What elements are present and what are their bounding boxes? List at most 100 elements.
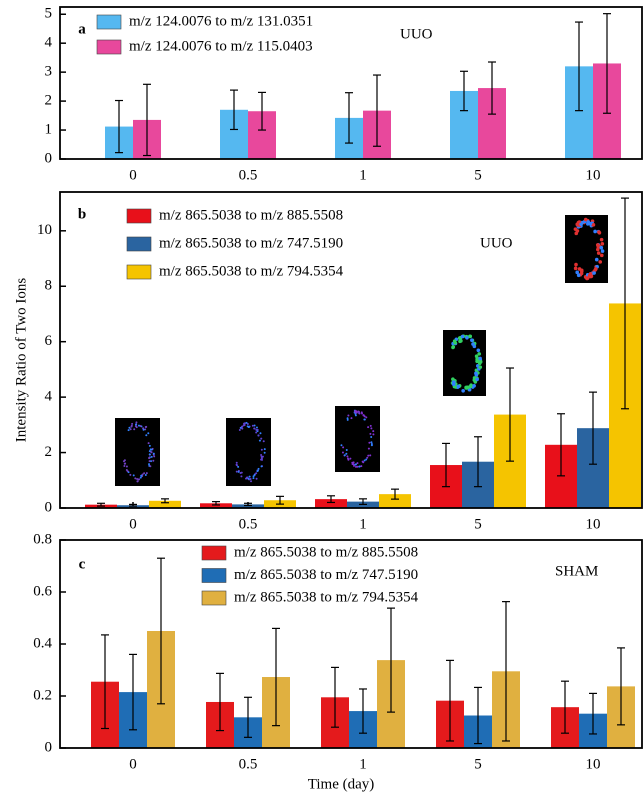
inset-pixel bbox=[153, 453, 155, 455]
inset-pixel bbox=[250, 478, 252, 480]
inset-pixel bbox=[145, 474, 147, 476]
inset-pixel bbox=[579, 222, 583, 226]
legend-swatch bbox=[202, 569, 226, 583]
annotation: UUO bbox=[480, 235, 513, 251]
inset-pixel bbox=[478, 357, 482, 361]
inset-pixel bbox=[259, 440, 261, 442]
inset-pixel bbox=[347, 419, 349, 421]
inset-pixel bbox=[236, 471, 238, 473]
inset-pixel bbox=[574, 267, 578, 271]
inset-pixel bbox=[135, 423, 137, 425]
inset-pixel bbox=[368, 442, 370, 444]
legend-swatch bbox=[127, 265, 151, 279]
inset-pixel bbox=[150, 451, 152, 453]
inset-pixel bbox=[128, 427, 130, 429]
inset-pixel bbox=[143, 429, 145, 431]
inset-pixel bbox=[456, 385, 460, 389]
y-tick-label: 0.6 bbox=[33, 583, 52, 599]
inset-pixel bbox=[264, 452, 266, 454]
x-tick-label: 0 bbox=[129, 167, 137, 183]
y-tick-label: 5 bbox=[45, 6, 53, 22]
inset-pixel bbox=[255, 431, 257, 433]
inset-pixel bbox=[369, 433, 371, 435]
y-tick-label: 1 bbox=[45, 121, 53, 137]
inset-pixel bbox=[136, 426, 138, 428]
inset-pixel bbox=[577, 274, 581, 278]
inset-pixel bbox=[340, 444, 342, 446]
legend-swatch bbox=[127, 237, 151, 251]
inset-pixel bbox=[592, 271, 596, 275]
inset-pixel bbox=[593, 230, 597, 234]
legend-label: m/z 865.5038 to m/z 885.5508 bbox=[234, 544, 418, 560]
inset-pixel bbox=[137, 480, 139, 482]
legend-swatch bbox=[202, 546, 226, 560]
inset-pixel bbox=[260, 454, 262, 456]
inset-pixel bbox=[461, 335, 465, 339]
inset-pixel bbox=[600, 238, 604, 242]
inset-pixel bbox=[147, 432, 149, 434]
x-tick-label: 0.5 bbox=[239, 516, 258, 532]
inset-pixel bbox=[261, 459, 263, 461]
inset-pixel bbox=[371, 443, 373, 445]
inset-pixel bbox=[350, 417, 352, 419]
inset-pixel bbox=[257, 470, 259, 472]
inset-pixel bbox=[369, 454, 371, 456]
inset-pixel bbox=[138, 425, 140, 427]
inset-pixel bbox=[370, 425, 372, 427]
inset-pixel bbox=[128, 429, 130, 431]
annotation: SHAM bbox=[555, 563, 598, 579]
inset-pixel bbox=[453, 339, 457, 343]
y-tick-label: 6 bbox=[45, 333, 53, 349]
inset-pixel bbox=[461, 389, 465, 393]
insets bbox=[115, 215, 608, 486]
inset-pixel bbox=[370, 436, 372, 438]
x-tick-label: 5 bbox=[474, 756, 482, 772]
legend-label: m/z 865.5038 to m/z 794.5354 bbox=[159, 263, 344, 279]
legend-swatch bbox=[97, 40, 121, 54]
inset-pixel bbox=[258, 468, 260, 470]
x-tick-label: 10 bbox=[586, 516, 601, 532]
inset-pixel bbox=[590, 275, 594, 279]
inset-pixel bbox=[123, 465, 125, 467]
inset-pixel bbox=[149, 465, 151, 467]
inset-pixel bbox=[252, 477, 254, 479]
y-tick-label: 0.2 bbox=[33, 687, 52, 703]
legend-swatch bbox=[202, 591, 226, 605]
x-tick-label: 0 bbox=[129, 756, 137, 772]
inset-pixel bbox=[589, 222, 593, 226]
inset-pixel bbox=[352, 463, 354, 465]
inset-pixel bbox=[366, 457, 368, 459]
inset-pixel bbox=[256, 478, 258, 480]
inset-pixel bbox=[238, 471, 240, 473]
x-axis-label: Time (day) bbox=[308, 776, 375, 792]
inset-pixel bbox=[346, 449, 348, 451]
inset-pixel bbox=[342, 446, 344, 448]
inset-pixel bbox=[362, 461, 364, 463]
inset-pixel bbox=[472, 384, 476, 388]
legend-label: m/z 124.0076 to m/z 131.0351 bbox=[129, 13, 313, 29]
inset-pixel bbox=[261, 465, 263, 467]
inset-pixel bbox=[248, 426, 250, 428]
x-tick-label: 1 bbox=[359, 167, 367, 183]
inset-pixel bbox=[466, 385, 470, 389]
inset-pixel bbox=[149, 445, 151, 447]
inset-pixel bbox=[138, 478, 140, 480]
x-tick-label: 0.5 bbox=[239, 167, 258, 183]
inset-pixel bbox=[355, 463, 357, 465]
x-tick-label: 0.5 bbox=[239, 756, 258, 772]
y-tick-label: 10 bbox=[37, 222, 52, 238]
inset-pixel bbox=[143, 472, 145, 474]
legend-label: m/z 865.5038 to m/z 885.5508 bbox=[159, 207, 343, 223]
y-tick-label: 0 bbox=[45, 499, 53, 515]
y-tick-label: 8 bbox=[45, 278, 53, 294]
x-tick-label: 1 bbox=[359, 756, 367, 772]
inset-pixel bbox=[129, 474, 131, 476]
inset-pixel bbox=[152, 460, 154, 462]
inset-pixel bbox=[256, 427, 258, 429]
inset-pixel bbox=[364, 419, 366, 421]
inset-pixel bbox=[370, 441, 372, 443]
inset-pixel bbox=[372, 430, 374, 432]
inset-pixel bbox=[475, 378, 479, 382]
inset-pixel bbox=[259, 432, 261, 434]
inset-pixel bbox=[260, 438, 262, 440]
